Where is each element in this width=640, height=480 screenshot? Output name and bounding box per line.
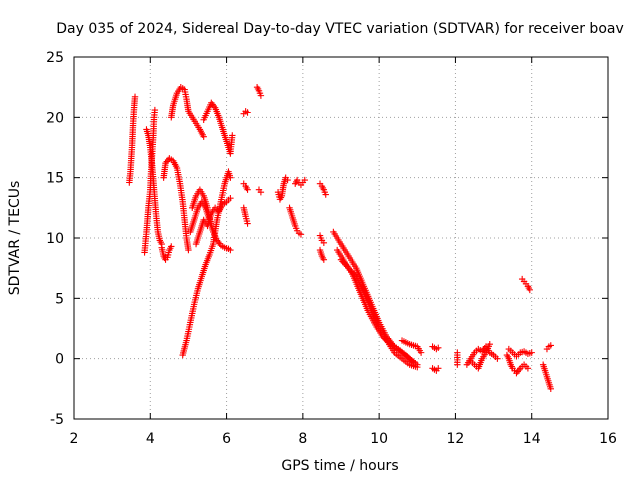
data-point xyxy=(414,363,421,371)
series-arc-n xyxy=(240,180,251,193)
x-tick-label: 12 xyxy=(447,431,465,447)
series-arc-m xyxy=(253,83,265,99)
data-point xyxy=(227,194,234,202)
y-axis-title: SDTVAR / TECUs xyxy=(7,181,23,296)
series-arc-c xyxy=(143,126,165,248)
data-point xyxy=(454,361,461,368)
series-arc-s xyxy=(292,176,308,189)
data-point xyxy=(320,239,328,247)
series-arc-l xyxy=(240,108,251,117)
x-axis-title: GPS time / hours xyxy=(281,458,398,474)
data-point xyxy=(257,188,265,196)
x-tick-label: 4 xyxy=(146,431,155,447)
data-point xyxy=(547,342,554,349)
series-arc-ae xyxy=(467,340,493,372)
y-tick-label: 10 xyxy=(46,231,64,247)
data-point xyxy=(131,93,139,101)
series-arc-ab xyxy=(429,365,442,374)
chart-title: Day 035 of 2024, Sidereal Day-to-day VTE… xyxy=(56,21,624,37)
data-point xyxy=(229,132,236,139)
y-tick-label: -5 xyxy=(50,412,64,428)
data-point xyxy=(297,231,305,238)
series-arc-o xyxy=(240,204,251,227)
series-arc-g xyxy=(179,168,234,359)
data-point xyxy=(405,354,413,362)
x-tick-labels: 2 4 6 8 10 12 14 16 xyxy=(70,431,617,447)
x-tick-label: 6 xyxy=(222,431,231,447)
x-tick-label: 16 xyxy=(599,431,617,447)
data-point xyxy=(435,365,442,372)
data-point xyxy=(227,174,234,181)
data-point xyxy=(494,355,501,362)
data-point xyxy=(257,92,265,99)
data-point xyxy=(320,256,328,263)
data-point xyxy=(417,349,425,356)
series-arc-aj xyxy=(543,342,554,353)
y-tick-label: 5 xyxy=(55,291,64,307)
y-tick-label: 25 xyxy=(46,50,64,66)
data-point xyxy=(200,133,207,140)
series-arc-ac xyxy=(454,349,461,368)
series-arc-k xyxy=(192,194,234,248)
series-arc-j xyxy=(200,99,236,157)
data-point xyxy=(528,349,535,356)
data-point xyxy=(526,286,534,294)
series-arc-f xyxy=(168,83,207,140)
series-arc-v xyxy=(316,246,328,263)
x-tick-label: 14 xyxy=(523,431,541,447)
data-point xyxy=(244,220,251,227)
series-arc-ai xyxy=(539,361,554,393)
data-point xyxy=(244,109,251,116)
y-tick-label: 0 xyxy=(55,352,64,368)
series-arc-p xyxy=(255,186,265,196)
data-point xyxy=(322,191,329,198)
data-point xyxy=(244,186,251,193)
data-points xyxy=(126,83,554,393)
data-point xyxy=(301,176,308,184)
data-point xyxy=(168,243,175,250)
data-point xyxy=(185,246,192,254)
series-arc-d xyxy=(158,243,175,263)
x-tick-label: 10 xyxy=(370,431,388,447)
data-point xyxy=(227,246,234,254)
y-tick-label: 20 xyxy=(46,110,64,126)
series-arc-a xyxy=(126,93,139,186)
series-arc-t xyxy=(316,180,329,198)
x-tick-label: 8 xyxy=(298,431,307,447)
series-arc-aa xyxy=(429,343,442,353)
series-arc-ag xyxy=(505,345,535,360)
data-point xyxy=(524,365,532,372)
series-arc-u xyxy=(316,232,328,247)
series-arc-ah xyxy=(518,275,534,294)
data-point xyxy=(486,340,493,348)
series-arc-af xyxy=(503,351,532,377)
y-tick-labels: -5 0 5 10 15 20 25 xyxy=(46,50,64,428)
y-tick-label: 15 xyxy=(46,171,64,187)
data-point xyxy=(404,353,411,360)
series-arc-r xyxy=(286,204,305,238)
series-arc-z xyxy=(398,337,425,356)
data-point xyxy=(151,106,159,114)
data-point xyxy=(407,356,414,363)
series-arc-b xyxy=(141,106,159,256)
x-tick-label: 2 xyxy=(70,431,79,447)
plot-frame xyxy=(73,56,609,420)
series-arc-e xyxy=(160,155,192,254)
series-arc-q xyxy=(274,174,291,203)
data-point xyxy=(547,385,554,393)
data-point xyxy=(402,351,410,359)
data-point xyxy=(284,176,291,184)
data-point xyxy=(435,344,442,352)
series-arc-y xyxy=(337,256,421,371)
